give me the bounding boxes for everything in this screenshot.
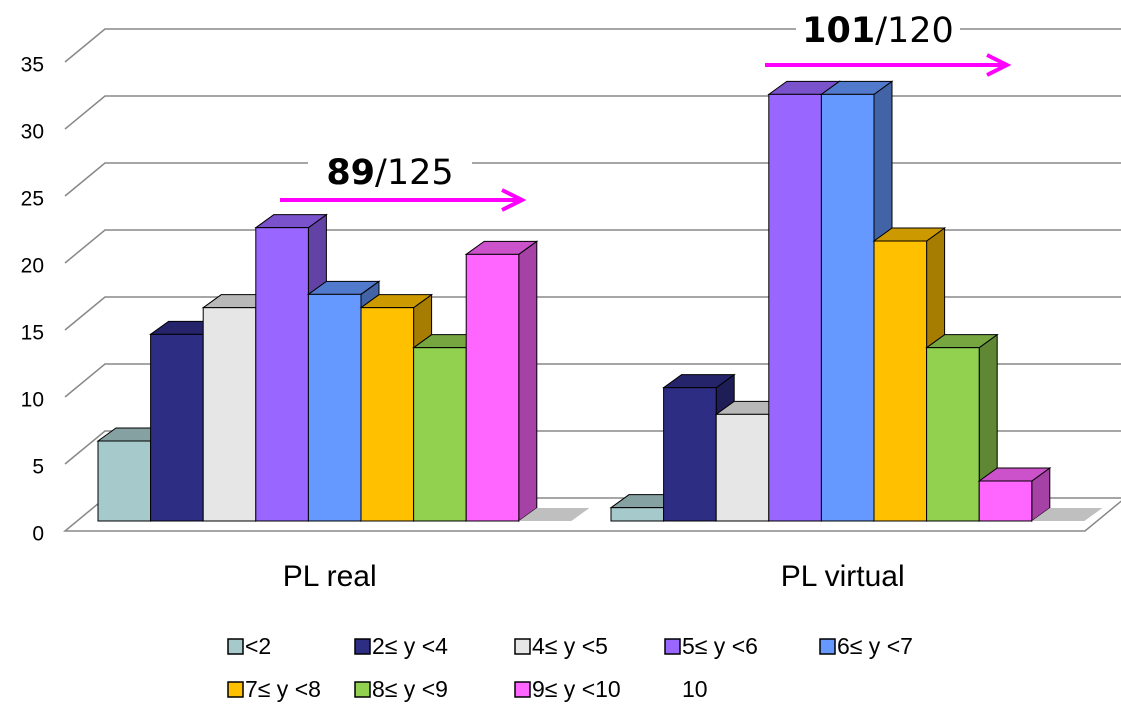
floor xyxy=(62,497,1121,532)
annotation-bg xyxy=(796,6,960,54)
legend-swatch xyxy=(514,681,531,698)
bar xyxy=(663,387,717,522)
legend-swatch xyxy=(354,638,371,655)
category-label: PL virtual xyxy=(781,560,905,593)
bar xyxy=(360,307,415,522)
grid-line xyxy=(64,229,1121,264)
legend-label: 6≤ y <7 xyxy=(837,633,913,659)
annotation-bg xyxy=(308,148,472,196)
bar xyxy=(873,240,928,522)
y-tick-label: 25 xyxy=(21,188,44,211)
grid-line xyxy=(64,28,1121,63)
legend-label: 4≤ y <5 xyxy=(532,633,608,659)
annotation-bold: 89 xyxy=(326,153,375,193)
legend-swatch xyxy=(514,638,531,655)
legend-label: 8≤ y <9 xyxy=(372,676,448,702)
legend-swatch xyxy=(227,681,244,698)
category-label: PL real xyxy=(283,560,377,593)
legend-label: 7≤ y <8 xyxy=(245,676,321,702)
bar xyxy=(978,480,1033,522)
grid-line xyxy=(64,95,1121,130)
legend-label: 10 xyxy=(682,676,708,702)
bar xyxy=(610,507,665,522)
y-tick-label: 20 xyxy=(21,255,44,278)
y-tick-label: 5 xyxy=(32,456,44,479)
bar-side xyxy=(518,240,538,522)
legend-swatch xyxy=(819,638,836,655)
annotation-arrowhead xyxy=(501,188,527,212)
y-tick-label: 0 xyxy=(32,523,44,546)
legend-swatch xyxy=(227,638,244,655)
y-tick-label: 15 xyxy=(21,322,44,345)
legend-label: 9≤ y <10 xyxy=(532,676,621,702)
bar xyxy=(715,413,770,522)
bar xyxy=(97,440,152,522)
legend-swatch xyxy=(354,681,371,698)
bar-top xyxy=(1031,508,1103,521)
bar xyxy=(150,333,204,522)
legend-label: <2 xyxy=(245,633,271,659)
annotation-text: /125 xyxy=(375,153,454,193)
annotation: 101/120 xyxy=(802,11,954,51)
legend-swatch xyxy=(664,638,681,655)
grid-line xyxy=(64,162,1121,197)
bar xyxy=(255,227,309,522)
bar xyxy=(307,293,362,522)
bar xyxy=(820,93,875,522)
y-tick-label: 30 xyxy=(21,121,44,144)
annotation-arrowhead xyxy=(986,53,1012,77)
bar xyxy=(926,347,980,522)
y-tick-label: 35 xyxy=(21,54,44,77)
bar xyxy=(768,93,822,522)
legend-label: 2≤ y <4 xyxy=(372,633,448,659)
legend-label: 5≤ y <6 xyxy=(682,633,758,659)
bar xyxy=(202,307,257,522)
annotation-text: /120 xyxy=(875,11,954,51)
annotation: 89/125 xyxy=(326,153,453,193)
annotation-bold: 101 xyxy=(802,11,875,51)
bar-top xyxy=(518,508,590,521)
bar xyxy=(413,347,467,522)
bar xyxy=(465,253,520,522)
y-tick-label: 10 xyxy=(21,389,44,412)
